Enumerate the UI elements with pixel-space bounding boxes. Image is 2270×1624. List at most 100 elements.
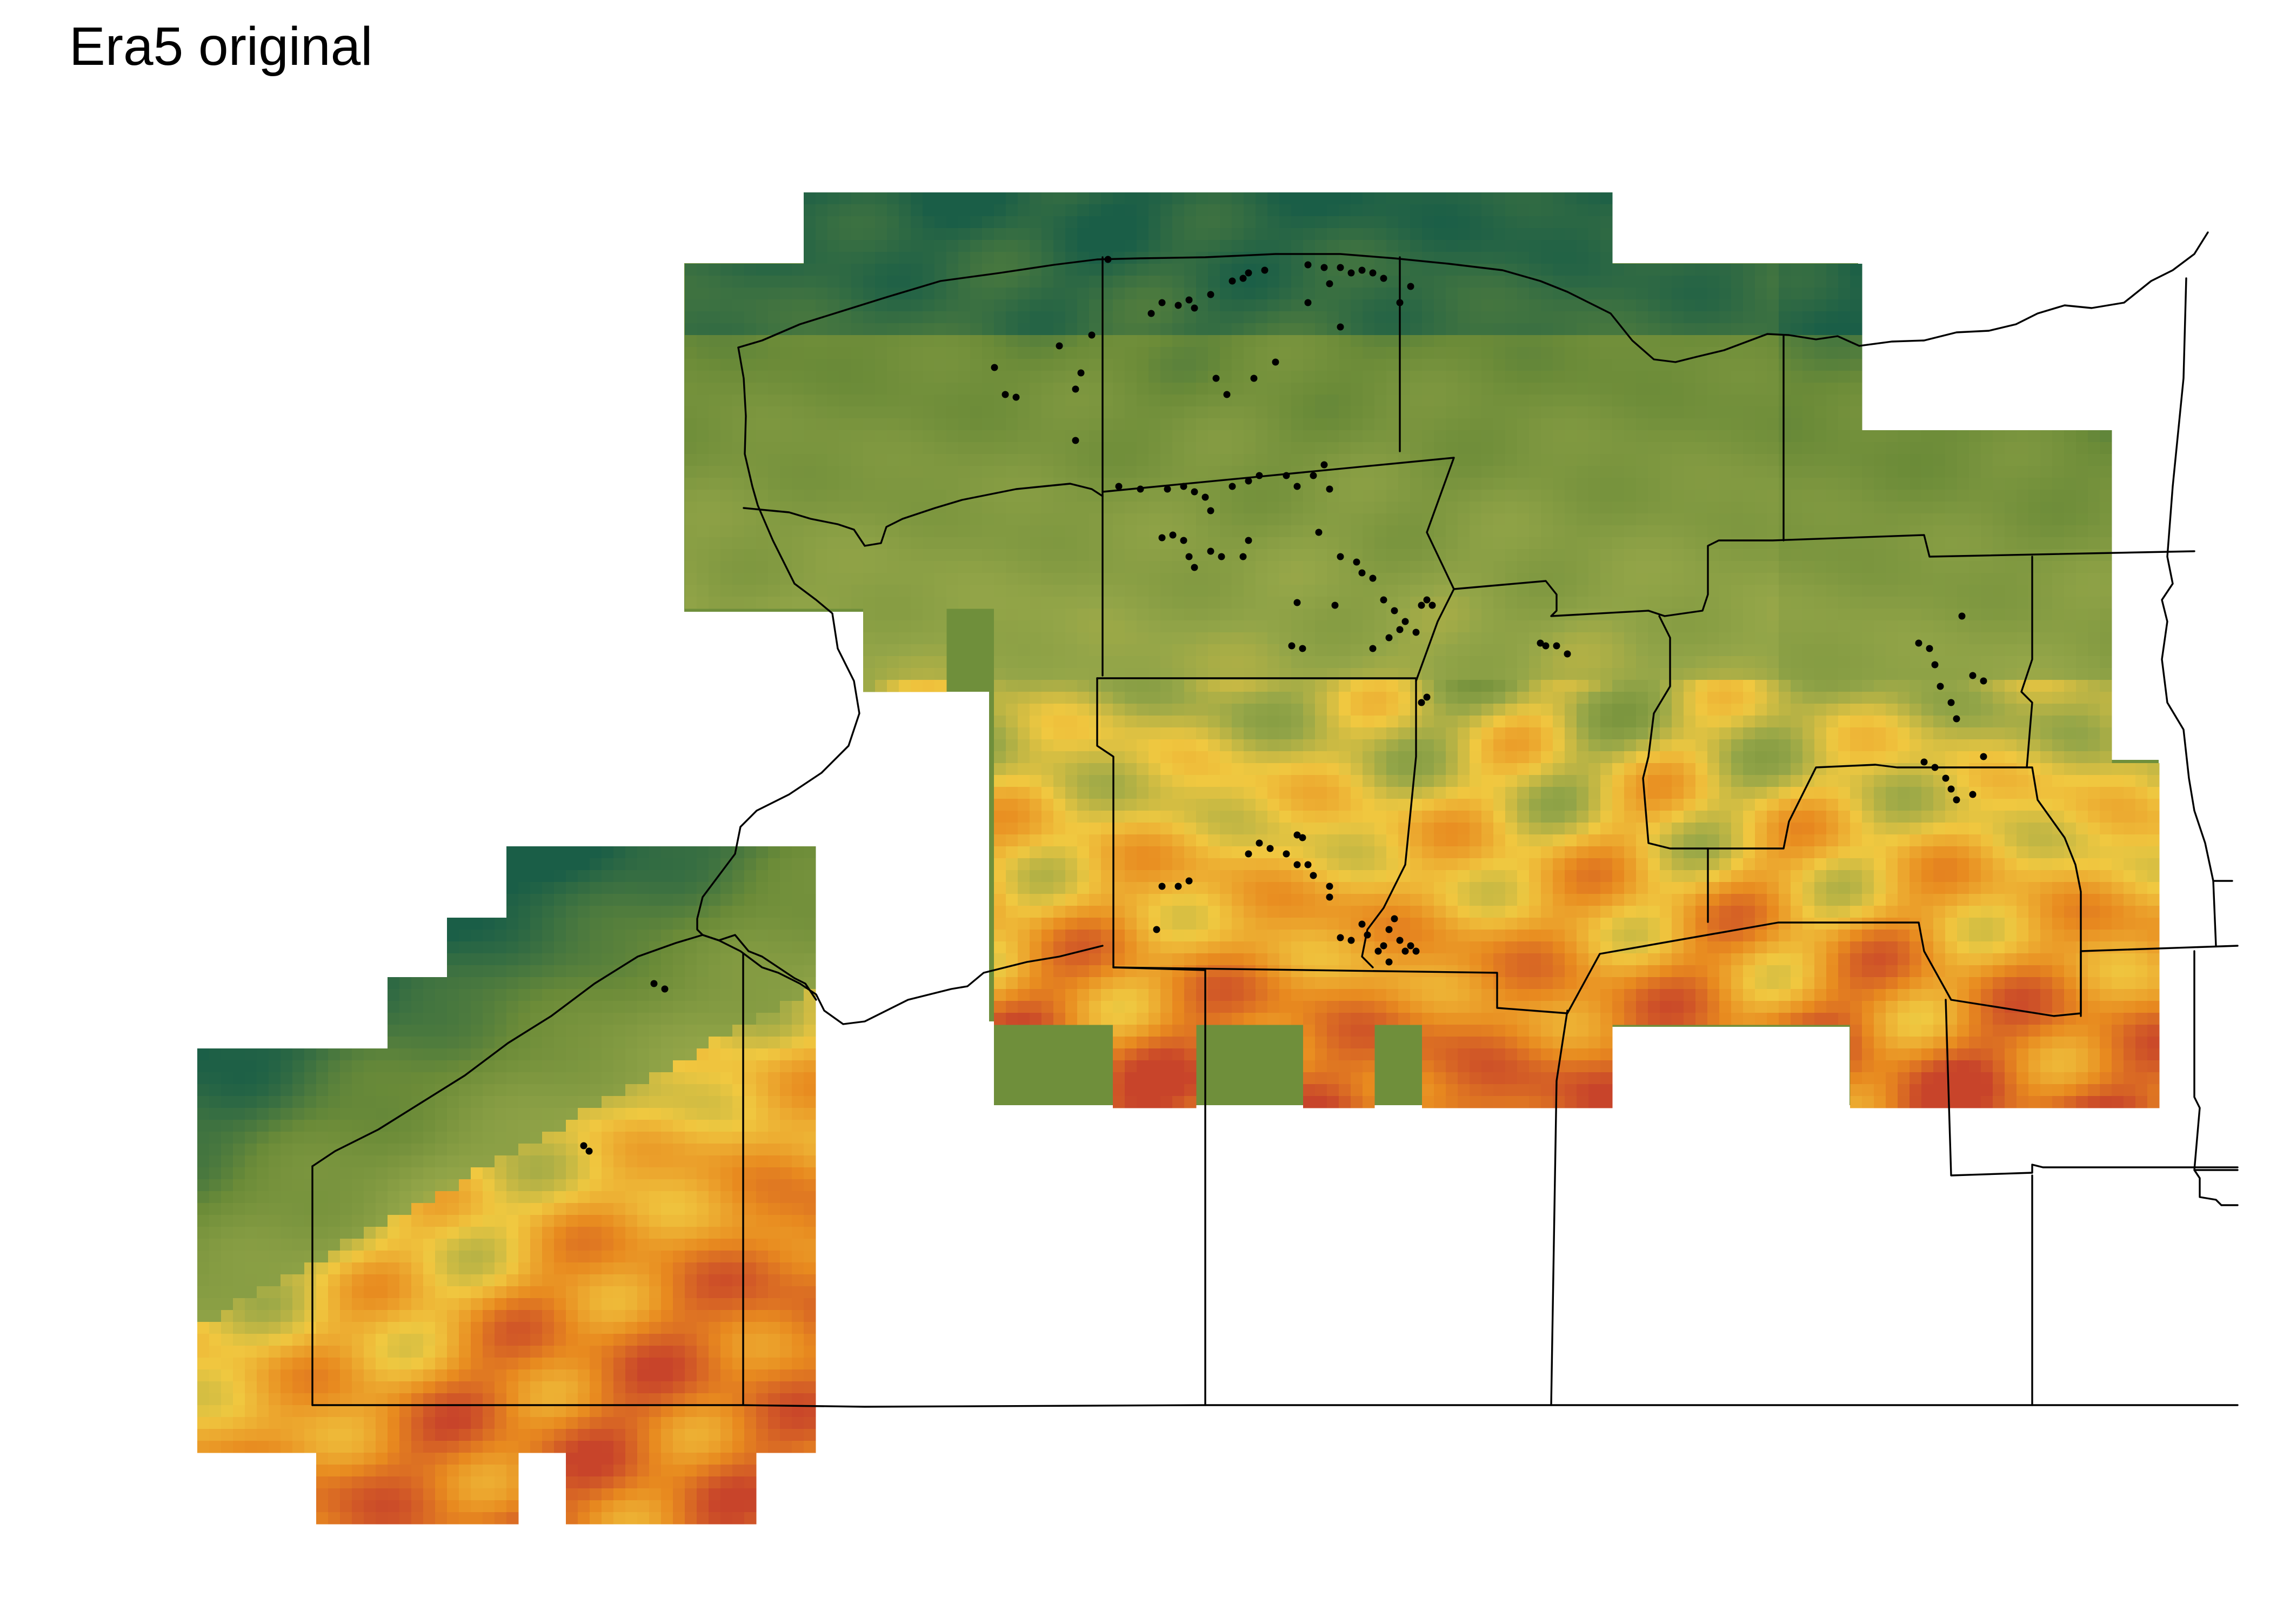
raster-cell xyxy=(1588,264,1601,276)
raster-cell xyxy=(875,264,887,276)
raster-cell xyxy=(1588,597,1601,609)
raster-cell xyxy=(1624,537,1637,550)
raster-cell xyxy=(1208,311,1220,324)
raster-cell xyxy=(685,442,697,455)
raster-cell xyxy=(1565,573,1577,585)
raster-cell xyxy=(1517,585,1530,597)
raster-cell xyxy=(1767,418,1779,431)
raster-cell xyxy=(2028,597,2041,609)
raster-cell xyxy=(1422,704,1434,716)
raster-cell xyxy=(1267,383,1280,395)
raster-cell xyxy=(1101,716,1113,728)
raster-cell xyxy=(2100,644,2112,657)
raster-cell xyxy=(1041,573,1054,585)
raster-cell xyxy=(1672,395,1684,407)
raster-cell xyxy=(1006,692,1018,704)
raster-cell xyxy=(1053,609,1066,621)
raster-cell xyxy=(1755,466,1767,478)
raster-cell xyxy=(1458,525,1470,538)
raster-cell xyxy=(1053,775,1066,787)
raster-cell xyxy=(1113,418,1125,431)
raster-cell xyxy=(1779,383,1791,395)
raster-cell xyxy=(1030,299,1042,312)
raster-cell xyxy=(1386,751,1399,764)
raster-cell xyxy=(1172,288,1185,300)
raster-cell xyxy=(1196,537,1209,550)
raster-cell xyxy=(1006,680,1018,692)
raster-cell xyxy=(1791,264,1803,276)
raster-cell xyxy=(1517,264,1530,276)
raster-cell xyxy=(720,335,733,347)
raster-cell xyxy=(875,228,887,240)
raster-cell xyxy=(827,406,840,419)
raster-cell xyxy=(1208,430,1220,443)
raster-cell xyxy=(1267,561,1280,573)
raster-cell xyxy=(1505,632,1518,645)
raster-cell xyxy=(768,418,780,431)
raster-cell xyxy=(1172,739,1185,752)
raster-cell xyxy=(1565,252,1577,264)
raster-cell xyxy=(899,192,911,205)
raster-cell xyxy=(2040,537,2053,550)
raster-cell xyxy=(2005,692,2017,704)
raster-cell xyxy=(744,502,757,514)
raster-cell xyxy=(1041,739,1054,752)
raster-cell xyxy=(756,537,769,550)
raster-cell xyxy=(1826,311,1839,324)
raster-cell xyxy=(1256,644,1268,657)
raster-cell xyxy=(1541,632,1553,645)
raster-cell xyxy=(1695,502,1708,514)
raster-cell xyxy=(1612,478,1625,490)
raster-cell xyxy=(1006,716,1018,728)
raster-cell xyxy=(744,549,757,562)
raster-cell xyxy=(1719,597,1732,609)
raster-cell xyxy=(1041,383,1054,395)
raster-cell xyxy=(1101,371,1113,383)
raster-cell xyxy=(958,466,971,478)
raster-cell xyxy=(1351,383,1363,395)
raster-cell xyxy=(1291,335,1304,347)
raster-cell xyxy=(1077,442,1090,455)
raster-cell xyxy=(2052,597,2065,609)
raster-cell xyxy=(1826,323,1839,336)
raster-cell xyxy=(1707,490,1720,502)
raster-cell xyxy=(958,406,971,419)
raster-cell xyxy=(1065,525,1078,538)
raster-cell xyxy=(1672,454,1684,466)
raster-cell xyxy=(1065,299,1078,312)
raster-cell xyxy=(1267,739,1280,752)
raster-cell xyxy=(1232,216,1244,229)
raster-cell xyxy=(1577,264,1589,276)
raster-cell xyxy=(732,502,745,514)
raster-cell xyxy=(2052,609,2065,621)
raster-cell xyxy=(1160,371,1173,383)
raster-cell xyxy=(1505,323,1518,336)
raster-cell xyxy=(1398,549,1411,562)
raster-cell xyxy=(1196,525,1209,538)
raster-cell xyxy=(1802,525,1815,538)
raster-cell xyxy=(1172,228,1185,240)
raster-cell xyxy=(1006,276,1018,288)
raster-cell xyxy=(1041,525,1054,538)
raster-cell xyxy=(1184,680,1197,692)
raster-cell xyxy=(1910,609,1922,621)
raster-cell xyxy=(1030,454,1042,466)
raster-cell xyxy=(1351,359,1363,371)
raster-cell xyxy=(1719,311,1732,324)
raster-cell xyxy=(1481,561,1494,573)
raster-cell xyxy=(1517,395,1530,407)
raster-cell xyxy=(720,513,733,526)
raster-cell xyxy=(839,192,852,205)
raster-cell xyxy=(1267,775,1280,787)
raster-cell xyxy=(1862,609,1874,621)
raster-cell xyxy=(2076,597,2088,609)
raster-cell xyxy=(1660,549,1672,562)
raster-cell xyxy=(744,406,757,419)
raster-cell xyxy=(1838,442,1851,455)
raster-cell xyxy=(1339,609,1351,621)
raster-cell xyxy=(1053,418,1066,431)
raster-cell xyxy=(1267,537,1280,550)
raster-cell xyxy=(1636,585,1648,597)
raster-cell xyxy=(1779,359,1791,371)
raster-cell xyxy=(911,525,923,538)
